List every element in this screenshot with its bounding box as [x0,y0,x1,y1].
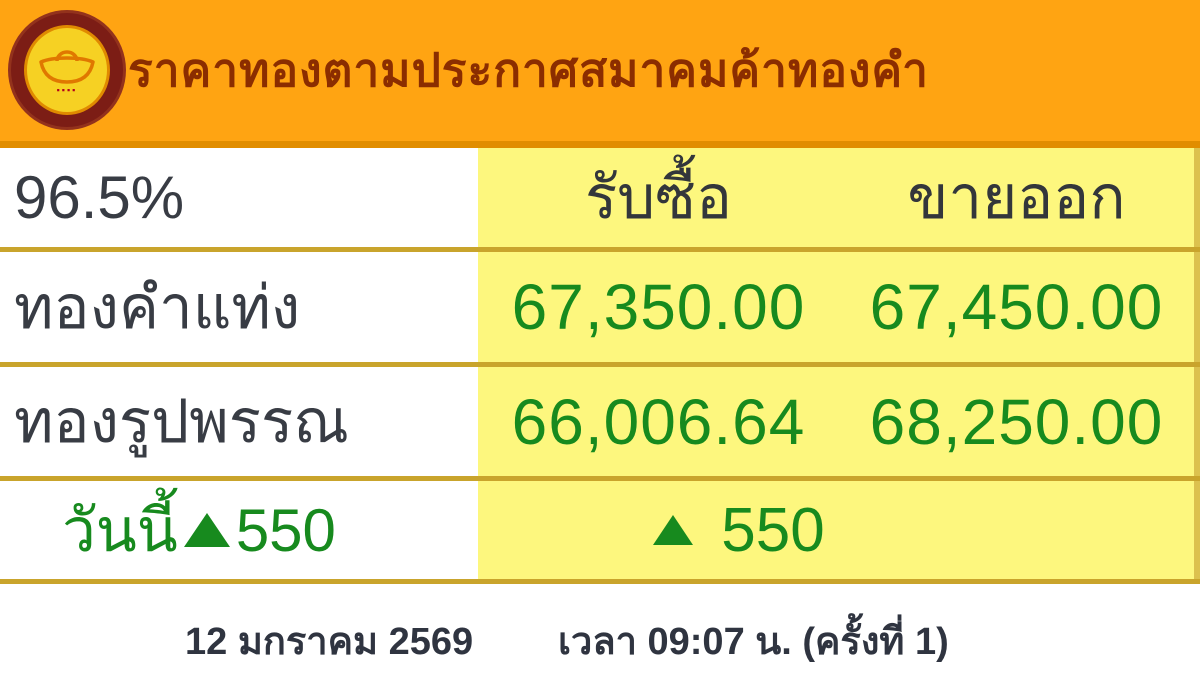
daily-change-left: วันนี้ 550 [0,481,478,579]
column-header-buy: รับซื้อ [478,148,839,247]
logo-characters: ▪▪▪▪ [56,84,78,95]
table-header-row: 96.5% รับซื้อ ขายออก [0,148,1200,252]
announcement-time: เวลา 09:07 น. (ครั้งที่ 1) [558,621,949,663]
table-row-daily-change: วันนี้ 550 550 [0,481,1200,584]
gold-ingot-icon [39,49,95,84]
announcement-date: 12 มกราคม 2569 [185,621,474,663]
row-label-gold-ornament: ทองรูปพรรณ [0,367,478,476]
gold-ornament-sell-price: 68,250.00 [839,367,1200,476]
gold-bar-sell-price: 67,450.00 [839,252,1200,362]
board-footer: 12 มกราคม 2569 เวลา 09:07 น. (ครั้งที่ 1… [0,584,1200,687]
gold-bar-buy-price: 67,350.00 [478,252,839,362]
association-logo: ▪▪▪▪ [8,8,126,134]
column-header-sell: ขายออก [839,148,1200,247]
daily-change-right: 550 [478,481,1200,579]
board-title: ราคาทองตามประกาศสมาคมค้าทองคำ [128,44,930,96]
board-header: ▪▪▪▪ ราคาทองตามประกาศสมาคมค้าทองคำ [0,0,1200,148]
logo-disc: ▪▪▪▪ [24,24,110,115]
purity-label: 96.5% [0,148,478,247]
up-arrow-icon [653,515,694,545]
row-label-gold-bar: ทองคำแท่ง [0,252,478,362]
table-row-gold-bar: ทองคำแท่ง 67,350.00 67,450.00 [0,252,1200,367]
up-arrow-icon [183,513,230,547]
table-row-gold-ornament: ทองรูปพรรณ 66,006.64 68,250.00 [0,367,1200,481]
today-label: วันนี้ [62,496,178,564]
gold-ornament-buy-price: 66,006.64 [478,367,839,476]
today-change-value: 550 [235,496,336,564]
change-value: 550 [721,495,825,565]
